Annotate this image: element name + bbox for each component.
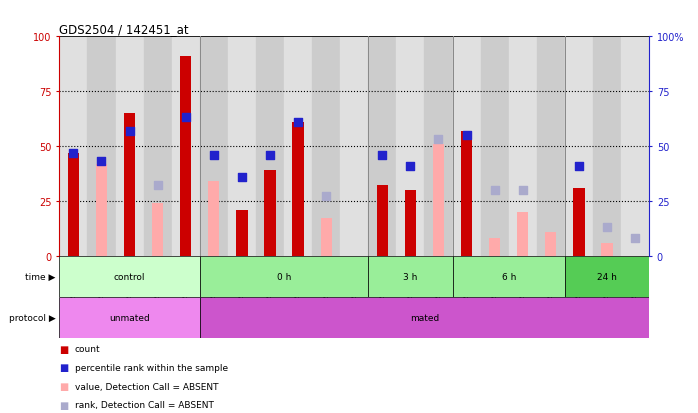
Text: 6 h: 6 h — [502, 272, 516, 281]
Bar — [396, 37, 424, 256]
Point — [489, 187, 500, 194]
Bar — [433, 145, 444, 256]
Text: 24 h: 24 h — [597, 272, 617, 281]
Text: ■: ■ — [59, 344, 68, 354]
Bar — [481, 37, 509, 256]
Bar — [87, 37, 115, 256]
Bar — [537, 37, 565, 256]
Bar — [320, 219, 332, 256]
Bar — [256, 37, 284, 256]
Bar — [228, 37, 256, 256]
Point — [602, 224, 613, 231]
Bar — [489, 239, 500, 256]
Bar — [200, 256, 369, 297]
Bar — [172, 37, 200, 256]
Bar — [565, 37, 593, 256]
Point — [320, 194, 332, 200]
Bar — [377, 186, 388, 256]
Text: ■: ■ — [59, 363, 68, 373]
Bar — [68, 153, 79, 256]
Point — [573, 163, 584, 170]
Text: control: control — [114, 272, 145, 281]
Bar — [565, 256, 649, 297]
Bar — [517, 212, 528, 256]
Text: protocol ▶: protocol ▶ — [9, 313, 56, 323]
Point — [433, 137, 444, 143]
Bar — [545, 232, 556, 256]
Bar — [59, 297, 200, 339]
Text: ■: ■ — [59, 381, 68, 391]
Text: percentile rank within the sample: percentile rank within the sample — [75, 363, 228, 372]
Text: ■: ■ — [59, 400, 68, 410]
Point — [292, 119, 304, 126]
Point — [96, 159, 107, 165]
Bar — [144, 37, 172, 256]
Text: count: count — [75, 344, 101, 354]
Bar — [621, 37, 649, 256]
Text: unmated: unmated — [109, 313, 150, 323]
Bar — [236, 210, 248, 256]
Bar — [152, 204, 163, 256]
Bar — [369, 37, 396, 256]
Bar — [573, 188, 584, 256]
Point — [68, 150, 79, 157]
Point — [208, 152, 219, 159]
Point — [180, 115, 191, 121]
Bar — [124, 114, 135, 256]
Text: time ▶: time ▶ — [25, 272, 56, 281]
Bar — [509, 37, 537, 256]
Bar — [265, 171, 276, 256]
Point — [265, 152, 276, 159]
Point — [124, 128, 135, 135]
Bar — [96, 164, 107, 256]
Bar — [200, 37, 228, 256]
Point — [461, 133, 472, 139]
Point — [377, 152, 388, 159]
Point — [630, 235, 641, 242]
Point — [405, 163, 416, 170]
Bar — [115, 37, 144, 256]
Bar — [340, 37, 369, 256]
Text: rank, Detection Call = ABSENT: rank, Detection Call = ABSENT — [75, 400, 214, 409]
Bar — [461, 131, 472, 256]
Bar — [59, 256, 200, 297]
Point — [517, 187, 528, 194]
Text: mated: mated — [410, 313, 439, 323]
Point — [237, 174, 248, 180]
Bar — [59, 37, 87, 256]
Point — [152, 183, 163, 189]
Text: GDS2504 / 142451_at: GDS2504 / 142451_at — [59, 23, 189, 36]
Bar — [208, 182, 219, 256]
Text: value, Detection Call = ABSENT: value, Detection Call = ABSENT — [75, 382, 218, 391]
Bar — [292, 123, 304, 256]
Text: 3 h: 3 h — [403, 272, 417, 281]
Bar — [284, 37, 312, 256]
Bar — [602, 243, 613, 256]
Bar — [593, 37, 621, 256]
Bar — [180, 57, 191, 256]
Bar — [312, 37, 340, 256]
Bar — [405, 190, 416, 256]
Bar — [452, 37, 481, 256]
Bar — [452, 256, 565, 297]
Bar — [424, 37, 452, 256]
Bar — [200, 297, 649, 339]
Text: 0 h: 0 h — [277, 272, 291, 281]
Bar — [369, 256, 452, 297]
